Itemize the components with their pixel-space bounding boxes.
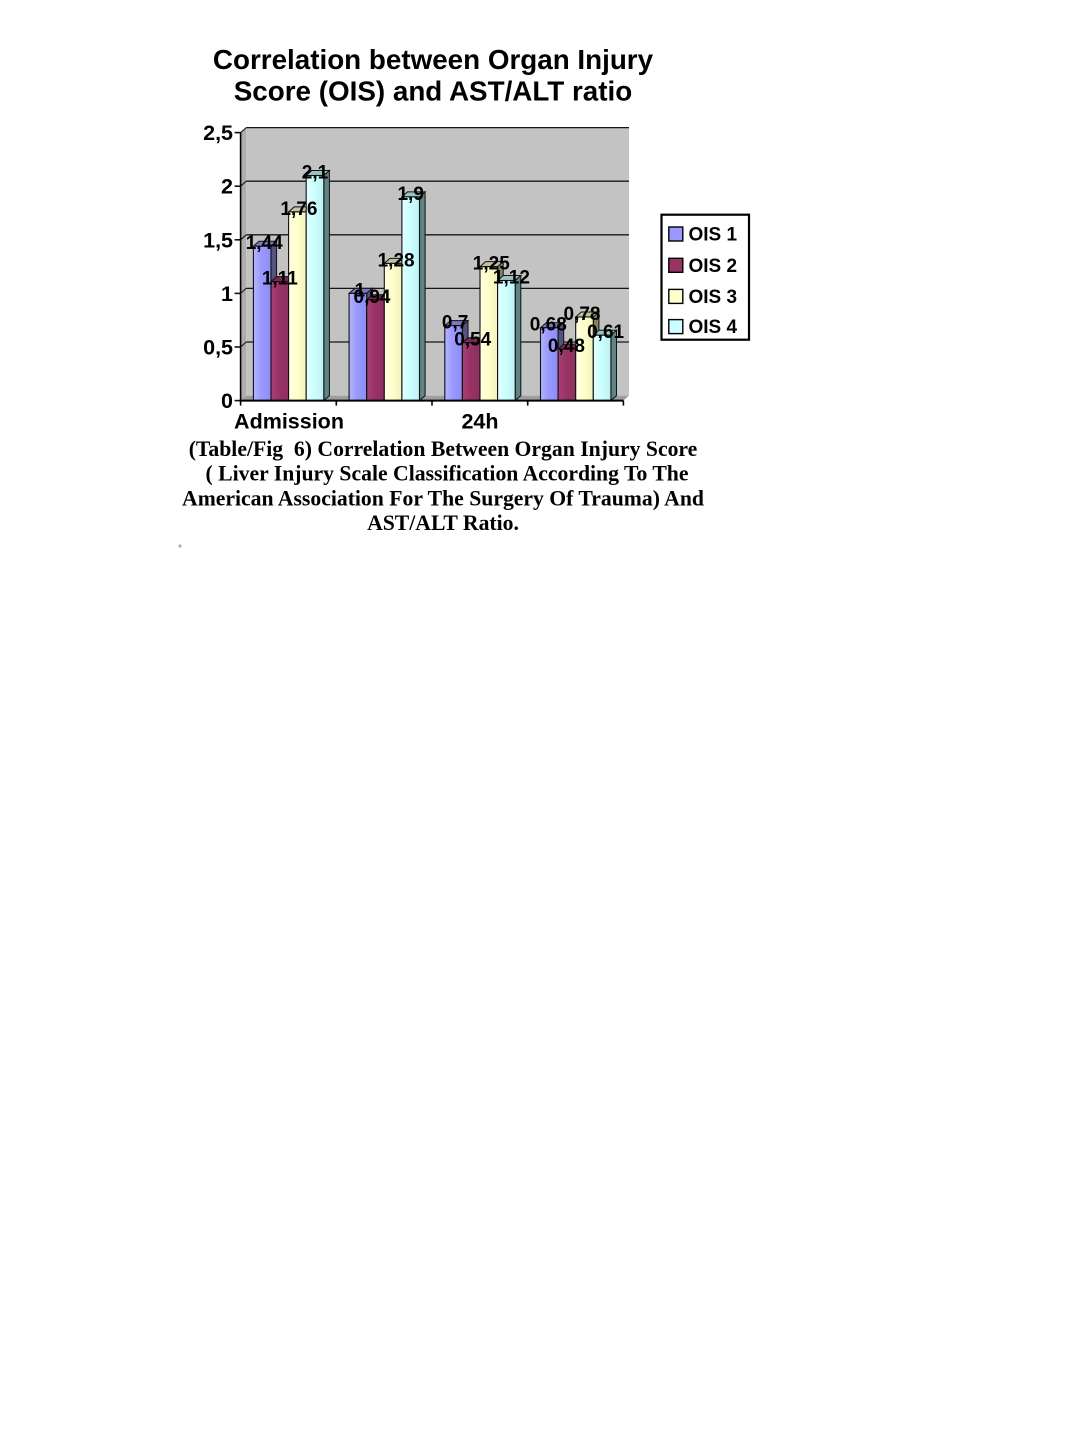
svg-text:24h: 24h	[461, 410, 498, 434]
svg-text:1,12: 1,12	[493, 268, 530, 289]
svg-text:2,5: 2,5	[203, 121, 233, 145]
svg-text:Admission: Admission	[234, 410, 344, 434]
svg-text:2,1: 2,1	[302, 163, 329, 184]
svg-text:0,5: 0,5	[203, 336, 233, 360]
svg-text:OIS 2: OIS 2	[689, 256, 738, 277]
svg-text:0,61: 0,61	[587, 322, 624, 343]
svg-text:0,7: 0,7	[442, 313, 468, 334]
svg-text:0: 0	[221, 389, 233, 413]
svg-text:0,94: 0,94	[354, 287, 391, 308]
svg-text:OIS 3: OIS 3	[689, 287, 738, 308]
svg-text:0,48: 0,48	[548, 336, 585, 357]
svg-text:American Association For The S: American Association For The Surgery Of …	[182, 486, 704, 510]
svg-text:OIS 4: OIS 4	[689, 317, 738, 338]
svg-text:0,78: 0,78	[564, 304, 601, 325]
svg-text:Score (OIS) and AST/ALT ratio: Score (OIS) and AST/ALT ratio	[234, 76, 632, 107]
svg-text:1,44: 1,44	[246, 233, 283, 254]
svg-text:OIS 1: OIS 1	[689, 225, 738, 246]
svg-text:0,68: 0,68	[530, 315, 567, 336]
svg-text:1: 1	[221, 282, 233, 306]
svg-text:( Liver Injury Scale Classific: ( Liver Injury Scale Classification Acco…	[206, 462, 689, 486]
svg-text:1: 1	[355, 280, 366, 301]
svg-text:(Table/Fig 6) Correlation Bet: (Table/Fig 6) Correlation Between Organ …	[189, 437, 698, 461]
svg-text:0,54: 0,54	[454, 330, 491, 351]
svg-text:1,5: 1,5	[203, 228, 233, 252]
svg-text:AST/ALT Ratio.: AST/ALT Ratio.	[367, 511, 519, 535]
svg-text:1,28: 1,28	[378, 250, 415, 271]
svg-text:2: 2	[221, 175, 233, 199]
svg-text:1,11: 1,11	[262, 269, 298, 290]
svg-text:Correlation between Organ Inju: Correlation between Organ Injury	[213, 44, 654, 75]
svg-text:1,9: 1,9	[397, 184, 423, 205]
svg-text:1,25: 1,25	[473, 254, 510, 275]
svg-text:1,76: 1,76	[280, 199, 317, 220]
